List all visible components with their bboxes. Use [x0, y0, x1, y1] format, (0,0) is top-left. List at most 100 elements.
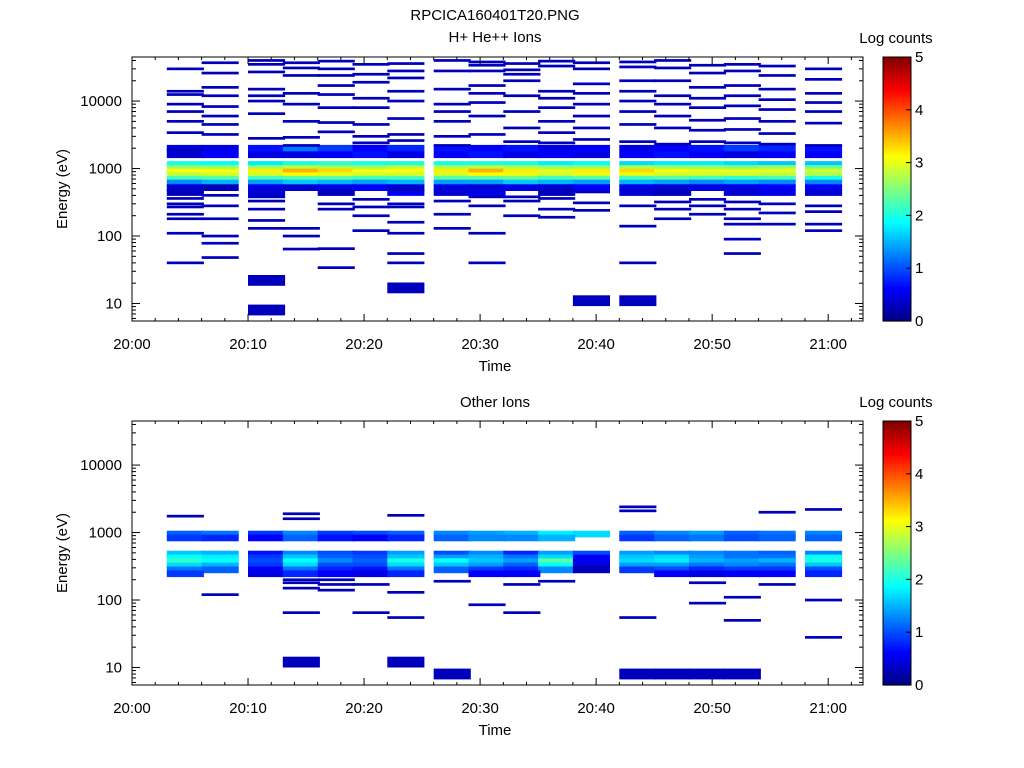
heatmap-cell — [503, 62, 541, 65]
colorbar-segment — [883, 492, 911, 496]
heatmap-cell — [689, 96, 727, 100]
heatmap-cell — [538, 141, 576, 145]
colorbar-segment — [883, 555, 911, 559]
heatmap-cell — [689, 176, 727, 183]
heatmap-cell — [654, 165, 692, 172]
heatmap-cell — [317, 202, 355, 206]
heatmap-cell — [723, 189, 761, 196]
heatmap-cell — [503, 566, 541, 574]
heatmap-cell — [352, 530, 390, 538]
colorbar-segment — [883, 128, 911, 132]
heatmap-cell — [317, 562, 355, 570]
heatmap-cell — [572, 550, 610, 558]
colorbar-segment — [883, 220, 911, 224]
colorbar-segment — [883, 241, 911, 246]
heatmap-cell — [758, 132, 796, 135]
colorbar-segment — [883, 159, 911, 164]
colorbar-segment — [883, 566, 911, 570]
heatmap-cell — [317, 207, 355, 211]
heatmap-cell — [538, 64, 576, 68]
heatmap-cell — [248, 566, 286, 574]
colorbar-segment — [883, 260, 911, 264]
heatmap-cell — [619, 140, 657, 143]
heatmap-cell — [248, 530, 286, 538]
heatmap-cell — [723, 141, 761, 145]
colorbar-segment — [883, 162, 911, 166]
heatmap-cell — [468, 558, 506, 565]
colorbar-segment — [883, 273, 911, 277]
heatmap-cell — [387, 205, 425, 209]
heatmap-cell — [805, 636, 843, 639]
colorbar-segment — [883, 494, 911, 499]
colorbar-tick-label: 1 — [915, 260, 923, 277]
colorbar-segment — [883, 542, 911, 546]
heatmap-cell — [723, 570, 761, 578]
colorbar-segment — [883, 313, 911, 317]
heatmap-cell — [282, 512, 320, 516]
colorbar-segment — [883, 471, 911, 475]
heatmap-cell — [317, 168, 355, 176]
colorbar-segment — [883, 621, 911, 625]
heatmap-cell — [805, 101, 843, 104]
heatmap-cell — [572, 168, 610, 176]
heatmap-cell — [654, 168, 692, 176]
heatmap-cell — [317, 179, 355, 187]
heatmap-cell — [689, 204, 727, 208]
colorbar-segment — [883, 576, 911, 580]
heatmap-cell — [166, 550, 204, 558]
heatmap-cell — [503, 583, 541, 586]
heatmap-cell — [689, 550, 727, 558]
heatmap-cell — [282, 247, 320, 251]
heatmap-cell — [317, 588, 355, 592]
heatmap-cell — [468, 261, 506, 265]
heatmap-cell — [166, 144, 204, 152]
colorbar-tick-label: 3 — [915, 519, 923, 536]
colorbar-segment — [883, 199, 911, 203]
heatmap-cell — [619, 168, 657, 176]
heatmap-cell — [387, 616, 425, 619]
colorbar-segment — [883, 196, 911, 201]
heatmap-cell — [689, 668, 727, 680]
heatmap-cell — [758, 144, 796, 152]
heatmap-cell — [758, 176, 796, 183]
colorbar-segment — [883, 310, 911, 314]
heatmap-cell — [805, 184, 843, 191]
heatmap-cell — [654, 562, 692, 570]
heatmap-cell — [387, 184, 425, 191]
x-tick-label: 20:20 — [345, 700, 383, 717]
colorbar-segment — [883, 619, 911, 623]
heatmap-cell — [282, 581, 320, 585]
heatmap-cell — [805, 92, 843, 95]
heatmap-cell — [619, 668, 657, 680]
heatmap-cell — [352, 583, 390, 586]
heatmap-cell — [166, 534, 204, 542]
colorbar-segment — [883, 88, 911, 92]
heatmap-cell — [282, 578, 320, 582]
heatmap-cell — [503, 68, 541, 72]
heatmap-cell — [468, 151, 506, 159]
heatmap-cell — [317, 578, 355, 582]
heatmap-cell — [201, 234, 239, 238]
heatmap-cell — [387, 161, 425, 168]
colorbar-segment — [883, 574, 911, 578]
colorbar-segment — [883, 270, 911, 275]
heatmap-cell — [317, 566, 355, 574]
colorbar-tick-label: 4 — [915, 102, 923, 119]
heatmap-cell — [248, 189, 286, 196]
heatmap-cell — [248, 184, 286, 191]
heatmap-cell — [619, 110, 657, 113]
colorbar-segment — [883, 626, 911, 631]
heatmap-cell — [433, 199, 471, 203]
colorbar-segment — [883, 305, 911, 309]
heatmap-cell — [248, 176, 286, 183]
heatmap-cell — [619, 60, 657, 64]
heatmap-cell — [352, 558, 390, 565]
heatmap-cell — [503, 562, 541, 570]
heatmap-cell — [282, 517, 320, 521]
heatmap-cell — [166, 184, 204, 191]
colorbar-segment — [883, 115, 911, 119]
heatmap-cell — [166, 189, 204, 196]
colorbar-tick-label: 2 — [915, 207, 923, 224]
colorbar-segment — [883, 447, 911, 451]
colorbar-segment — [883, 674, 911, 678]
